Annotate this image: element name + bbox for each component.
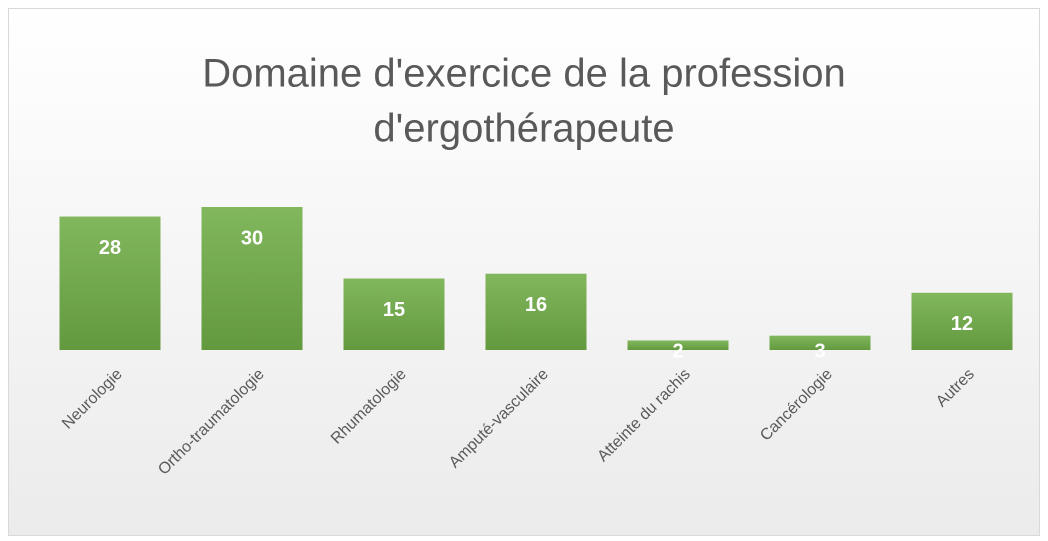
bar-shade [201, 207, 303, 350]
bar-shade [627, 340, 729, 350]
bar-shade [769, 335, 871, 350]
chart-title: d'ergothérapeute [373, 107, 674, 151]
data-label: 28 [99, 237, 121, 259]
data-label: 3 [814, 340, 825, 362]
bar-shade [485, 273, 587, 350]
chart-area [8, 8, 1040, 536]
data-label: 15 [383, 299, 405, 321]
bar-shade [343, 278, 445, 350]
data-label: 2 [672, 340, 683, 362]
bar-shade [911, 292, 1013, 350]
bar-shade [59, 216, 161, 350]
data-label: 16 [525, 294, 547, 316]
data-label: 12 [951, 313, 973, 335]
data-label: 30 [241, 227, 263, 249]
chart-title: Domaine d'exercice de la profession [202, 52, 846, 96]
